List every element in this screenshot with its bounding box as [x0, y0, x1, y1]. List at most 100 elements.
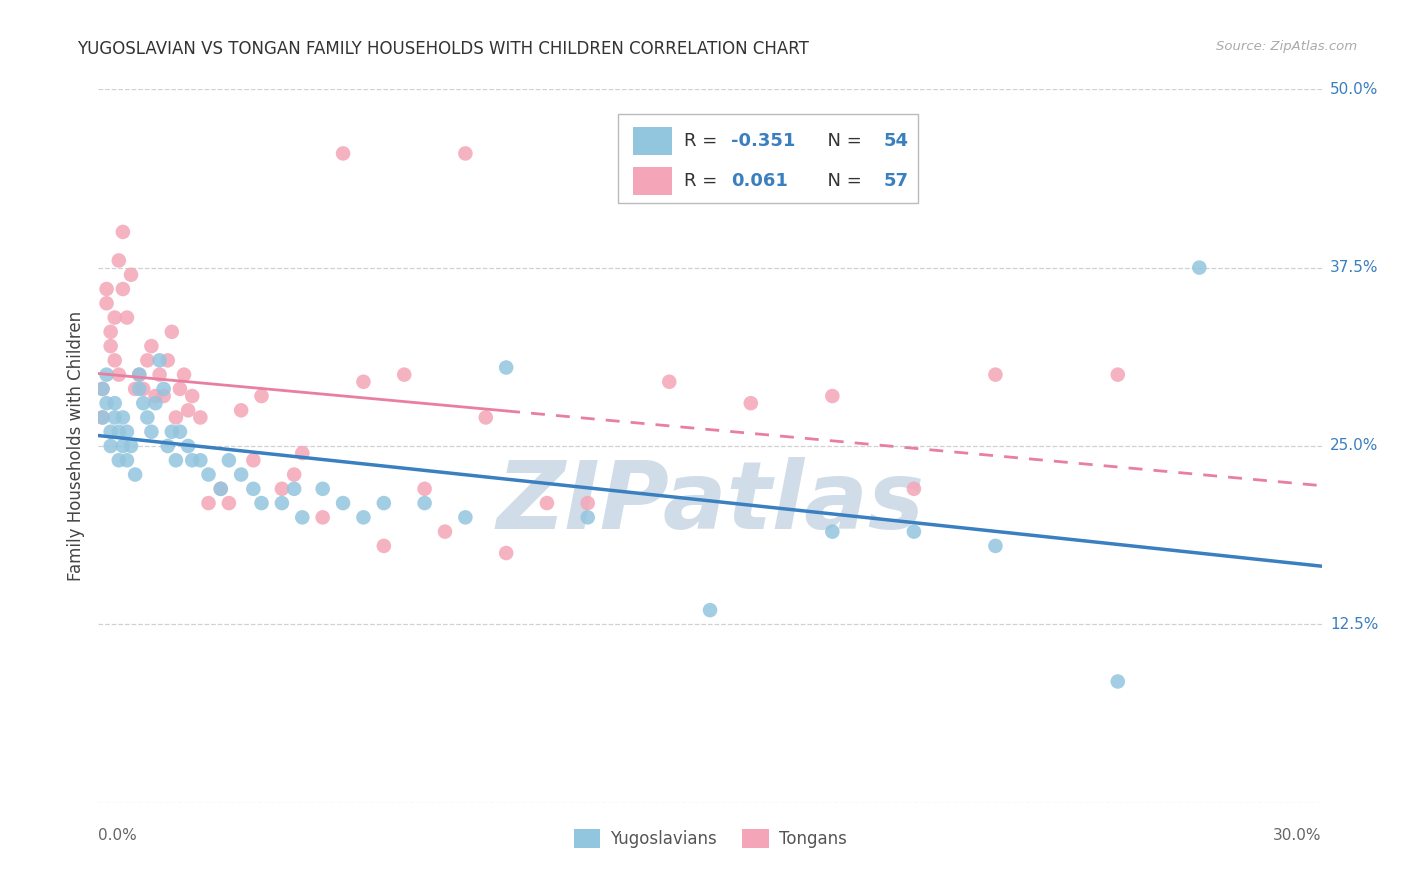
- Point: [165, 410, 187, 425]
- Text: 30.0%: 30.0%: [1274, 828, 1322, 843]
- Point: [145, 389, 167, 403]
- Point: [132, 396, 155, 410]
- Point: [332, 496, 354, 510]
- Point: [100, 325, 122, 339]
- Point: [141, 339, 163, 353]
- Point: [984, 368, 1007, 382]
- Point: [177, 439, 200, 453]
- Point: [152, 389, 174, 403]
- Point: [111, 410, 134, 425]
- Point: [181, 389, 204, 403]
- Point: [352, 510, 374, 524]
- Point: [96, 396, 118, 410]
- Point: [96, 368, 118, 382]
- Point: [104, 353, 127, 368]
- Point: [128, 368, 150, 382]
- Legend: Yugoslavians, Tongans: Yugoslavians, Tongans: [567, 822, 853, 855]
- Point: [108, 253, 131, 268]
- Point: [96, 282, 118, 296]
- Point: [434, 524, 457, 539]
- Point: [658, 375, 681, 389]
- Text: 37.5%: 37.5%: [1330, 260, 1378, 275]
- Point: [454, 146, 477, 161]
- Text: R =: R =: [685, 132, 723, 150]
- Text: 25.0%: 25.0%: [1330, 439, 1378, 453]
- Point: [413, 482, 436, 496]
- Text: 12.5%: 12.5%: [1330, 617, 1378, 632]
- Point: [821, 389, 844, 403]
- Text: 57: 57: [884, 172, 908, 190]
- Point: [104, 396, 127, 410]
- Text: -0.351: -0.351: [731, 132, 796, 150]
- Point: [740, 396, 762, 410]
- Text: 0.061: 0.061: [731, 172, 787, 190]
- Point: [177, 403, 200, 417]
- Point: [132, 382, 155, 396]
- Point: [312, 482, 335, 496]
- Point: [108, 368, 131, 382]
- Y-axis label: Family Households with Children: Family Households with Children: [67, 311, 86, 581]
- Point: [312, 510, 335, 524]
- Text: N =: N =: [817, 132, 868, 150]
- Point: [231, 403, 253, 417]
- Point: [108, 425, 131, 439]
- Point: [160, 325, 183, 339]
- Point: [373, 496, 395, 510]
- Point: [231, 467, 253, 482]
- Point: [392, 368, 416, 382]
- Point: [474, 410, 498, 425]
- Point: [242, 453, 264, 467]
- Point: [536, 496, 558, 510]
- Point: [136, 410, 159, 425]
- Point: [128, 382, 150, 396]
- Point: [270, 482, 294, 496]
- Point: [209, 482, 232, 496]
- Point: [173, 368, 195, 382]
- Point: [209, 482, 232, 496]
- Point: [96, 296, 118, 310]
- Point: [115, 453, 138, 467]
- Point: [576, 496, 599, 510]
- Point: [120, 268, 142, 282]
- Point: [454, 510, 477, 524]
- Text: R =: R =: [685, 172, 730, 190]
- Point: [128, 368, 150, 382]
- Point: [1107, 674, 1129, 689]
- Point: [903, 524, 925, 539]
- Point: [91, 410, 114, 425]
- Point: [104, 310, 127, 325]
- Point: [283, 467, 305, 482]
- Point: [821, 524, 844, 539]
- Point: [352, 375, 374, 389]
- FancyBboxPatch shape: [619, 114, 918, 203]
- Point: [136, 353, 159, 368]
- Point: [115, 425, 138, 439]
- Point: [124, 382, 146, 396]
- FancyBboxPatch shape: [633, 127, 672, 155]
- Point: [111, 225, 134, 239]
- Point: [218, 496, 240, 510]
- Point: [104, 410, 127, 425]
- Text: Source: ZipAtlas.com: Source: ZipAtlas.com: [1216, 40, 1357, 54]
- Text: ZIPatlas: ZIPatlas: [496, 457, 924, 549]
- Point: [197, 467, 219, 482]
- Point: [270, 496, 294, 510]
- Point: [495, 360, 517, 375]
- Point: [149, 368, 172, 382]
- Point: [576, 510, 599, 524]
- Point: [156, 439, 179, 453]
- Point: [291, 446, 314, 460]
- Point: [169, 425, 191, 439]
- Text: 0.0%: 0.0%: [98, 828, 138, 843]
- Point: [141, 425, 163, 439]
- FancyBboxPatch shape: [633, 167, 672, 195]
- Point: [413, 496, 436, 510]
- Point: [91, 382, 114, 396]
- Point: [188, 453, 212, 467]
- Point: [169, 382, 191, 396]
- Point: [903, 482, 925, 496]
- Text: YUGOSLAVIAN VS TONGAN FAMILY HOUSEHOLDS WITH CHILDREN CORRELATION CHART: YUGOSLAVIAN VS TONGAN FAMILY HOUSEHOLDS …: [77, 40, 810, 58]
- Point: [145, 396, 167, 410]
- Point: [218, 453, 240, 467]
- Point: [91, 410, 114, 425]
